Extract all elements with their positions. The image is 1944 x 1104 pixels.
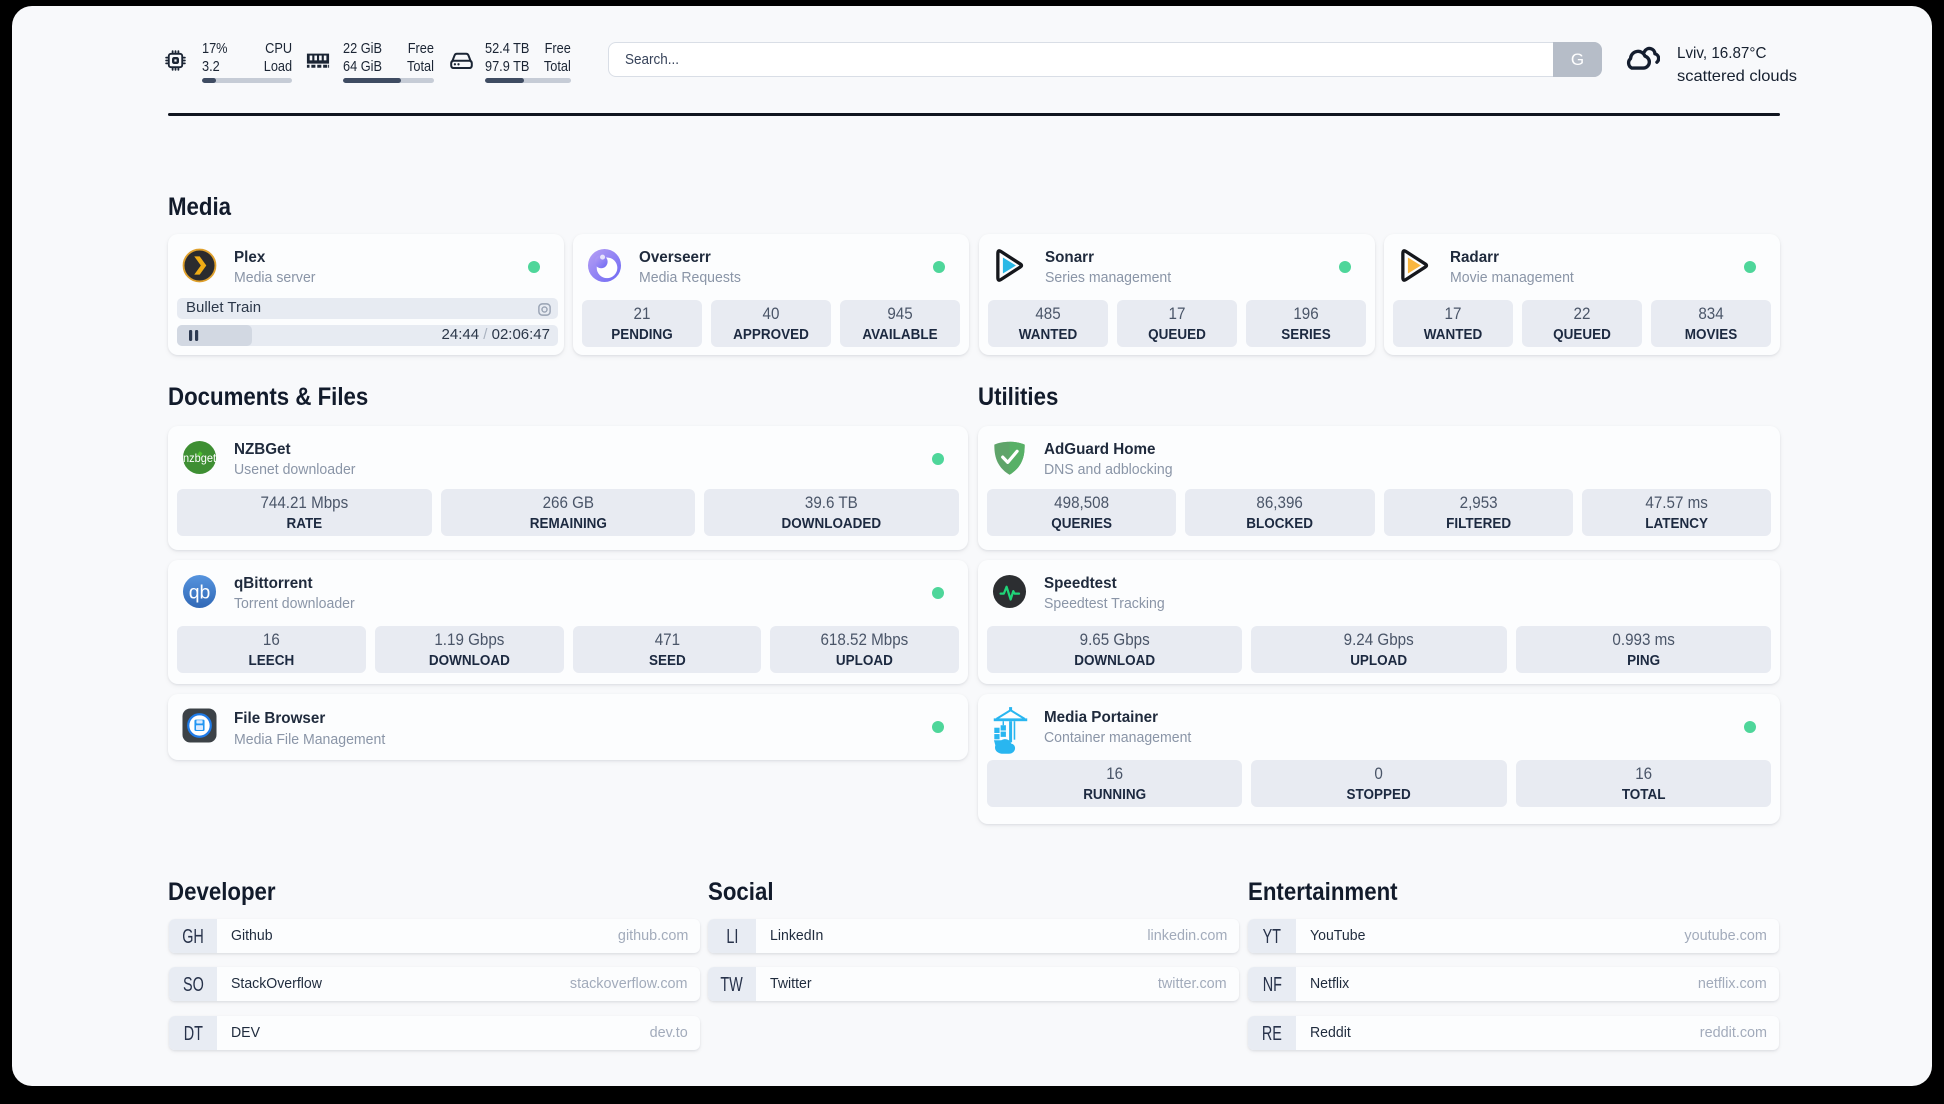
svg-text:qb: qb xyxy=(189,581,211,603)
svg-text:nzbget: nzbget xyxy=(183,452,217,465)
